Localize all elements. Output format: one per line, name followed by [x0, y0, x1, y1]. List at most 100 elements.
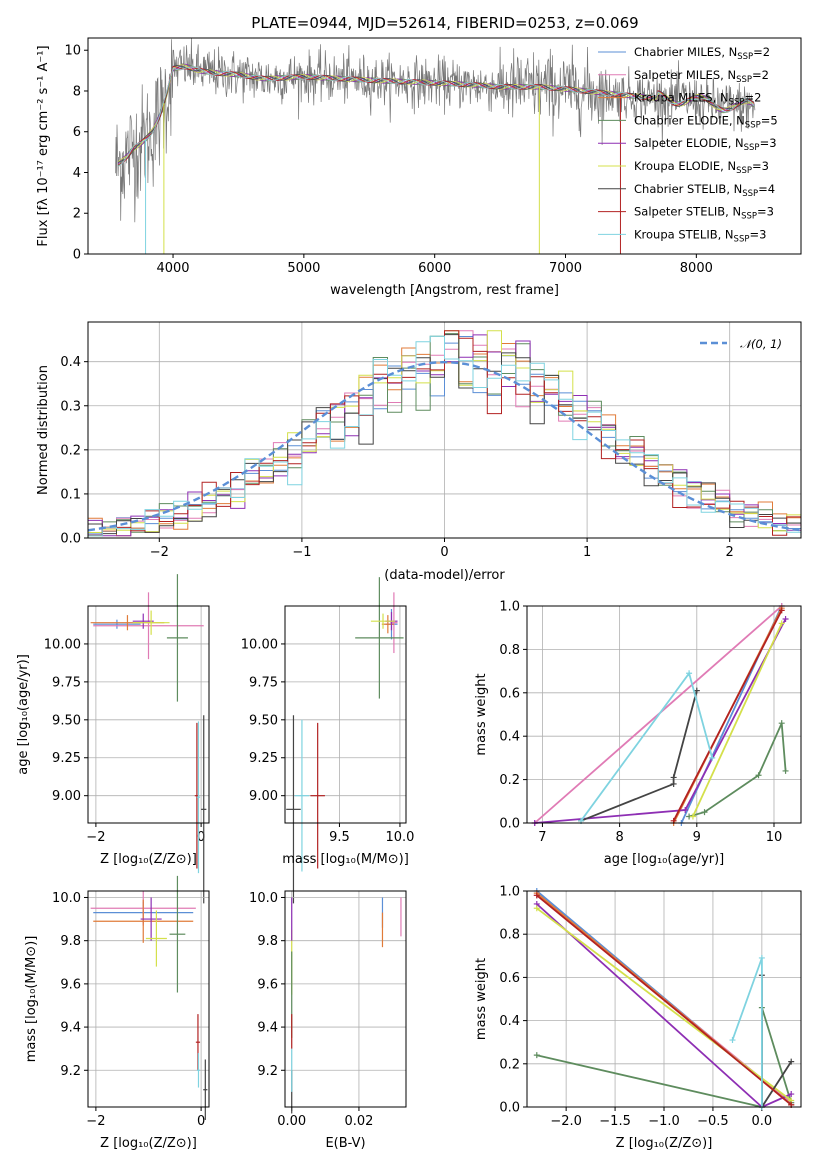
y-tick-label: 9.8 [257, 934, 278, 949]
y-axis-label: mass [log₁₀(M/M⊙)] [24, 936, 39, 1063]
plot-frame [526, 890, 802, 1108]
residuals-panel: −2 −1 0 1 2 0.0 0.1 0.2 0.3 0.4 (data-model)/error… [36, 321, 802, 583]
mass-weight-line [580, 690, 698, 822]
x-tick-label: 0 [440, 545, 448, 560]
plot-frame [87, 37, 802, 255]
y-axis-label: mass weight [474, 958, 489, 1040]
y-axis-label: Flux [fλ 10⁻¹⁷ erg cm⁻² s⁻¹ A⁻¹] [36, 45, 51, 246]
plus-marker [533, 1052, 540, 1059]
plot-frame [284, 890, 407, 1108]
x-axis-label: E(B-V) [325, 1136, 365, 1151]
y-tick-label: 9.6 [257, 977, 278, 992]
mass-weight-line [688, 722, 787, 818]
y-tick-label: 10.00 [44, 637, 81, 652]
x-tick-label: −2 [150, 545, 169, 560]
y-tick-label: 0.4 [499, 1014, 520, 1029]
model-spectrum-line [117, 65, 755, 165]
x-axis-label: Z [log₁₀(Z/Z⊙)] [616, 1136, 713, 1151]
y-tick-label: 0.3 [60, 399, 81, 414]
x-tick-label: −1 [292, 545, 311, 560]
model-spectrum-line [117, 66, 755, 167]
plus-marker [782, 616, 789, 623]
x-tick-label: −0.5 [697, 1114, 729, 1129]
legend-entry: Salpeter MILES, NSSP=2 [634, 68, 769, 85]
x-tick-label: −2.0 [550, 1114, 582, 1129]
y-axis-label: age [log₁₀(age/yr)] [16, 654, 31, 775]
y-tick-label: 9.75 [52, 675, 81, 690]
age-vs-metallicity-panel: −2 0 9.00 9.25 9.50 9.75 10.00 Z [log₁₀(Z/Z⊙)] a… [16, 574, 210, 904]
y-tick-label: 0.6 [499, 686, 520, 701]
x-tick-label: 0.00 [277, 1114, 306, 1129]
x-tick-label: 7 [538, 830, 546, 845]
y-tick-label: 9.2 [60, 1064, 81, 1079]
y-tick-label: 0.4 [60, 355, 81, 370]
mass-weight-vs-metallicity-panel: −2.0 −1.5 −1.0 −0.5 0.0 0.0 0.2 0.4 0.6 0.8 1.0 Z [… [474, 885, 802, 1151]
plus-marker [709, 754, 716, 761]
x-tick-label: 9.5 [329, 830, 350, 845]
x-tick-label: 10 [766, 830, 783, 845]
x-tick-label: 8 [615, 830, 623, 845]
x-tick-label: 10.0 [385, 830, 414, 845]
age-vs-mass-panel: 9.5 10.0 9.00 9.25 9.50 9.75 10.00 mass [log₁₀(… [241, 577, 414, 904]
legend-entry: Chabrier STELIB, NSSP=4 [634, 182, 775, 199]
x-tick-label: −1.5 [599, 1114, 631, 1129]
x-tick-label: −1.0 [648, 1114, 680, 1129]
y-tick-label: 0.0 [499, 817, 520, 832]
y-tick-label: 0.8 [499, 928, 520, 943]
y-tick-label: 0.8 [499, 643, 520, 658]
plus-marker [788, 1091, 795, 1098]
y-tick-label: 4 [73, 166, 81, 181]
y-tick-label: 0.2 [499, 1057, 520, 1072]
y-tick-label: 2 [73, 207, 81, 222]
x-tick-label: 0 [197, 830, 205, 845]
x-axis-label: age [log₁₀(age/yr)] [604, 852, 725, 867]
plus-marker [755, 772, 762, 779]
y-tick-label: 9.2 [257, 1064, 278, 1079]
figure-title: PLATE=0944, MJD=52614, FIBERID=0253, z=0… [251, 14, 638, 32]
plus-marker [686, 670, 693, 677]
y-tick-label: 9.00 [249, 789, 278, 804]
mass-weight-line [536, 907, 792, 1102]
plot-frame [526, 605, 802, 824]
x-axis-label: (data-model)/error [384, 568, 505, 583]
plus-marker [778, 620, 785, 627]
x-tick-label: 0.02 [344, 1114, 373, 1129]
y-tick-label: 10 [64, 44, 81, 59]
plus-marker [689, 813, 696, 820]
mass-weight-line [692, 623, 783, 817]
mass-vs-ebv-panel: 0.00 0.02 9.2 9.4 9.6 9.8 10.0 E(B-V) [249, 890, 407, 1151]
mass-vs-metallicity-panel: −2 0 9.2 9.4 9.6 9.8 10.0 Z [log₁₀(Z/Z⊙)] mass [… [24, 875, 210, 1151]
y-tick-label: 10.0 [52, 891, 81, 906]
x-axis-label: Z [log₁₀(Z/Z⊙)] [100, 1136, 197, 1151]
y-tick-label: 9.6 [60, 977, 81, 992]
y-tick-label: 9.4 [257, 1021, 278, 1036]
x-tick-label: 9 [693, 830, 701, 845]
legend-entry: Chabrier ELODIE, NSSP=5 [634, 113, 778, 130]
legend-entry: Kroupa ELODIE, NSSP=3 [634, 159, 769, 176]
y-tick-label: 9.50 [52, 713, 81, 728]
plus-marker [670, 780, 677, 787]
plus-marker [778, 720, 785, 727]
y-tick-label: 9.00 [52, 789, 81, 804]
model-spectrum-line [117, 65, 755, 163]
plot-frame [284, 605, 407, 824]
plus-marker [758, 954, 765, 961]
y-tick-label: 0.4 [499, 730, 520, 745]
y-tick-label: 1.0 [499, 885, 520, 900]
plus-marker [533, 892, 540, 899]
y-tick-label: 0 [73, 248, 81, 263]
plot-frame [87, 605, 210, 824]
x-tick-label: 5000 [287, 261, 320, 276]
plus-marker [778, 607, 785, 614]
x-tick-label: 4000 [156, 261, 189, 276]
legend-entry: Kroupa MILES, NSSP=2 [634, 91, 761, 108]
y-tick-label: 0.2 [499, 773, 520, 788]
legend-entry: Salpeter ELODIE, NSSP=3 [634, 136, 777, 153]
y-tick-label: 9.25 [249, 751, 278, 766]
mass-weight-line [536, 894, 792, 1106]
plus-marker [701, 809, 708, 816]
plus-marker [782, 767, 789, 774]
mass-weight-line [672, 609, 783, 822]
legend-entry: Salpeter STELIB, NSSP=3 [634, 205, 774, 222]
y-tick-label: 0.0 [499, 1101, 520, 1116]
